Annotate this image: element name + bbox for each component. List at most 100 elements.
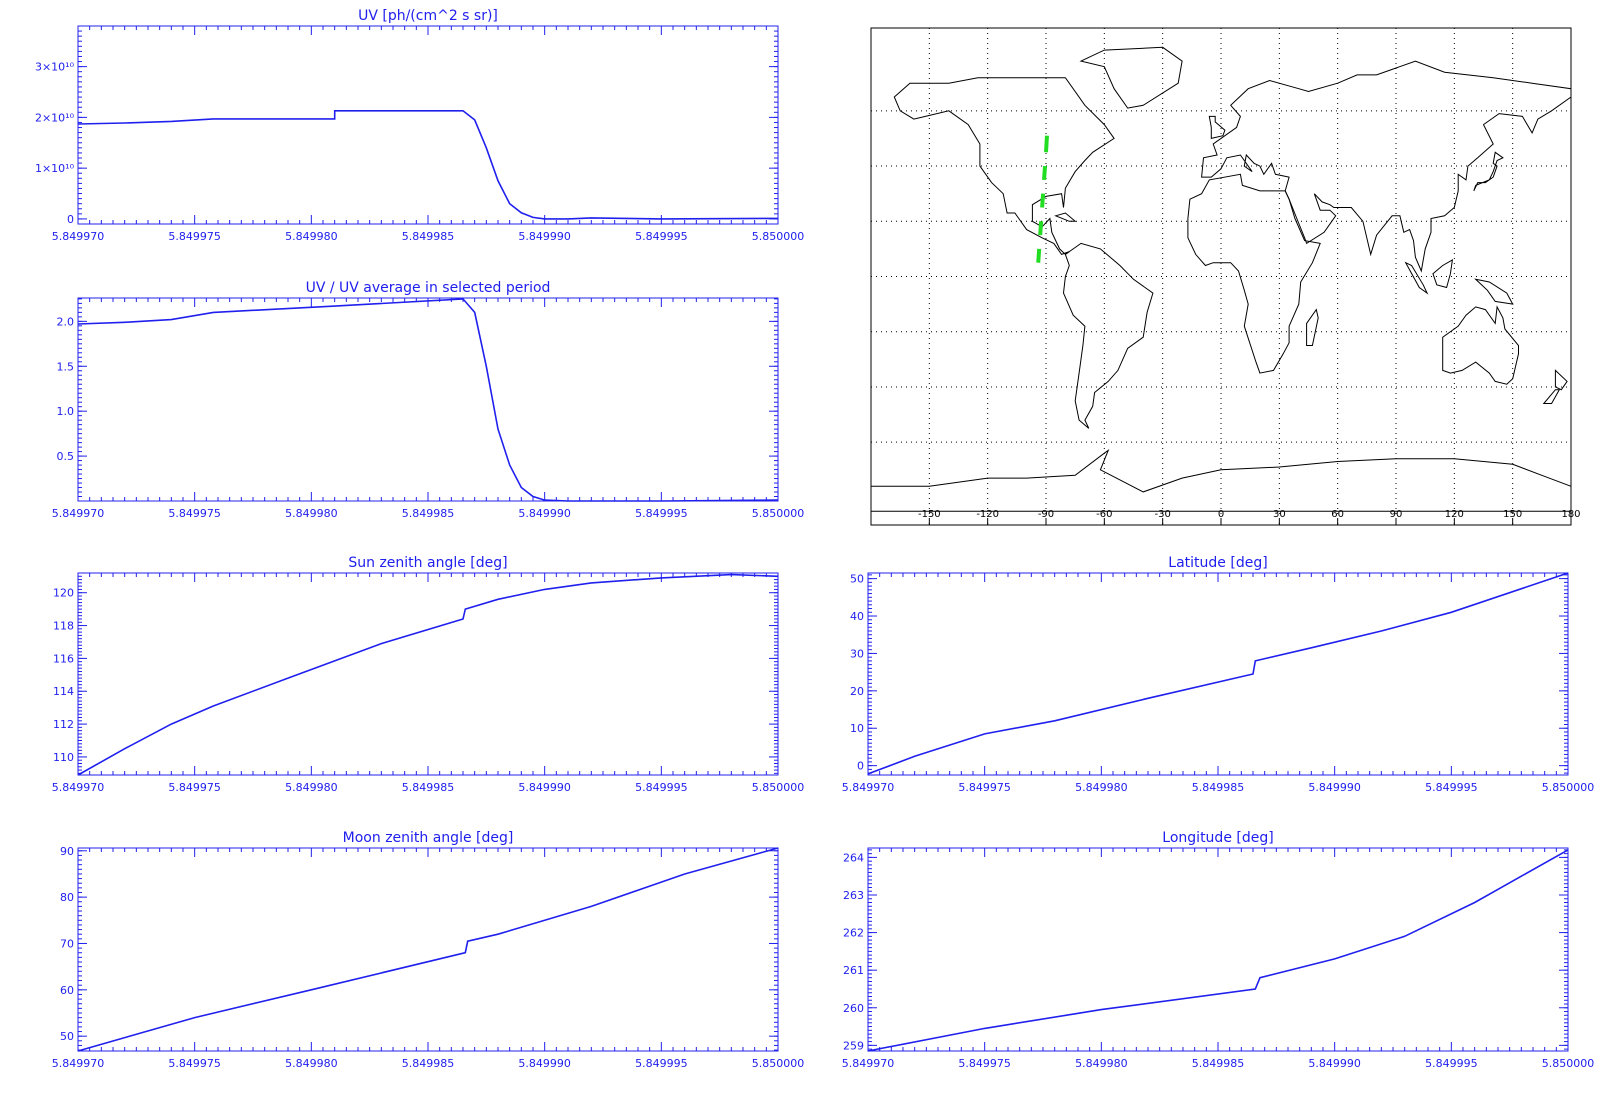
- chart-title: Moon zenith angle [deg]: [343, 830, 514, 846]
- y-tick-label: 50: [60, 1030, 74, 1043]
- chart-title: UV [ph/(cm^2 s sr)]: [358, 8, 498, 24]
- y-tick-label: 259: [843, 1039, 864, 1052]
- x-tick-label: 5.849995: [635, 1057, 688, 1070]
- series-line-0: [77, 110, 779, 220]
- chart-title: Latitude [deg]: [1168, 555, 1267, 571]
- x-tick-label: 5.850000: [752, 507, 805, 520]
- x-tick-label: 5.849990: [1308, 1057, 1361, 1070]
- x-tick-label: 5.849980: [285, 781, 338, 794]
- y-tick-label: 261: [843, 964, 864, 977]
- x-tick-label: 5.849995: [635, 230, 688, 243]
- series-line-0: [77, 847, 779, 1052]
- map-track-segment: [1036, 248, 1042, 263]
- series-line-0: [867, 849, 1569, 1052]
- y-tick-label: 60: [60, 984, 74, 997]
- chart-map: -150 -120 -90 -60 -30 0 30 60 90 120 150 180: [870, 27, 1581, 526]
- chart-title: Longitude [deg]: [1162, 830, 1273, 846]
- map-coastline-2: [1062, 242, 1154, 429]
- map-coastline-10: [1404, 261, 1429, 295]
- map-coastline-1: [1079, 46, 1183, 109]
- x-tick-label: 5.849990: [518, 1057, 571, 1070]
- x-tick-label: 5.849970: [52, 781, 105, 794]
- y-tick-label: 110: [53, 751, 74, 764]
- x-tick-label: 5.849985: [1192, 781, 1245, 794]
- y-tick-label: 262: [843, 927, 864, 940]
- map-x-tick-label: -60: [1096, 509, 1112, 520]
- map-track-segment: [1040, 193, 1046, 208]
- x-tick-label: 5.850000: [752, 781, 805, 794]
- x-tick-label: 5.849975: [168, 507, 221, 520]
- y-tick-label: 0: [857, 760, 864, 773]
- y-tick-label: 0: [67, 213, 74, 226]
- y-tick-label: 0.5: [57, 450, 75, 463]
- map-coastline-0: [893, 77, 1115, 256]
- y-tick-label: 264: [843, 851, 864, 864]
- y-tick-label: 260: [843, 1002, 864, 1015]
- x-tick-label: 5.849990: [518, 507, 571, 520]
- chart-lat: Latitude [deg] 5.849970 5.849975 5.849980 5.…: [842, 555, 1595, 794]
- x-tick-label: 5.849975: [958, 1057, 1011, 1070]
- x-tick-label: 5.849975: [168, 781, 221, 794]
- y-tick-label: 90: [60, 845, 74, 858]
- map-coastline-3: [1201, 60, 1572, 273]
- map-x-tick-label: -90: [1038, 509, 1054, 520]
- x-tick-label: 5.849970: [52, 1057, 105, 1070]
- x-tick-label: 5.849985: [402, 781, 455, 794]
- x-tick-label: 5.849970: [842, 781, 895, 794]
- map-x-tick-label: 180: [1561, 509, 1580, 520]
- x-tick-label: 5.849990: [518, 781, 571, 794]
- map-x-tick-label: 30: [1273, 509, 1286, 520]
- x-tick-label: 5.849980: [285, 1057, 338, 1070]
- map-x-tick-label: 120: [1445, 509, 1464, 520]
- y-tick-label: 10: [850, 722, 864, 735]
- x-tick-label: 5.849980: [285, 507, 338, 520]
- map-coastline-8: [1473, 151, 1504, 192]
- map-x-tick-label: 90: [1390, 509, 1403, 520]
- y-tick-label: 2×10¹⁰: [35, 111, 75, 124]
- x-tick-label: 5.849990: [518, 230, 571, 243]
- y-tick-label: 2.0: [57, 315, 75, 328]
- x-tick-label: 5.849995: [1425, 781, 1478, 794]
- x-tick-label: 5.849980: [285, 230, 338, 243]
- chart-uv: UV [ph/(cm^2 s sr)] 5.849970 5.849975 5.849…: [35, 8, 804, 243]
- y-tick-label: 1.5: [57, 360, 75, 373]
- y-tick-label: 120: [53, 587, 74, 600]
- map-coastline-15: [1054, 212, 1077, 222]
- x-tick-label: 5.849970: [52, 507, 105, 520]
- plot-frame: [867, 847, 1569, 1052]
- x-tick-label: 5.849985: [402, 1057, 455, 1070]
- x-tick-label: 5.849985: [402, 230, 455, 243]
- y-tick-label: 1.0: [57, 405, 75, 418]
- map-coastline-9: [1208, 115, 1226, 140]
- map-x-tick-label: -120: [976, 509, 999, 520]
- x-tick-label: 5.850000: [752, 1057, 805, 1070]
- plot-frame: [867, 572, 1569, 776]
- map-coastline-6: [870, 448, 1572, 512]
- x-tick-label: 5.850000: [752, 230, 805, 243]
- series-line-0: [77, 573, 779, 776]
- x-tick-label: 5.849990: [1308, 781, 1361, 794]
- y-tick-label: 118: [53, 620, 74, 633]
- map-x-tick-label: 0: [1218, 509, 1224, 520]
- y-tick-label: 40: [850, 610, 864, 623]
- x-tick-label: 5.849980: [1075, 781, 1128, 794]
- map-x-tick-label: -30: [1154, 509, 1170, 520]
- chart-mza: Moon zenith angle [deg] 5.849970 5.849975 5…: [52, 830, 805, 1070]
- x-tick-label: 5.849975: [958, 781, 1011, 794]
- series-line-0: [867, 572, 1569, 775]
- map-track-segment: [1042, 165, 1048, 181]
- x-tick-label: 5.849985: [1192, 1057, 1245, 1070]
- map-coastline-5: [1442, 305, 1519, 385]
- x-tick-label: 5.849975: [168, 230, 221, 243]
- map-x-tick-label: 60: [1331, 509, 1344, 520]
- y-tick-label: 112: [53, 718, 74, 731]
- x-tick-label: 5.850000: [1542, 1057, 1595, 1070]
- series-line-0: [77, 298, 779, 502]
- chart-title: Sun zenith angle [deg]: [348, 555, 507, 571]
- x-tick-label: 5.849995: [1425, 1057, 1478, 1070]
- x-tick-label: 5.849985: [402, 507, 455, 520]
- map-coastline-11: [1432, 258, 1454, 289]
- x-tick-label: 5.849980: [1075, 1057, 1128, 1070]
- y-tick-label: 114: [53, 685, 74, 698]
